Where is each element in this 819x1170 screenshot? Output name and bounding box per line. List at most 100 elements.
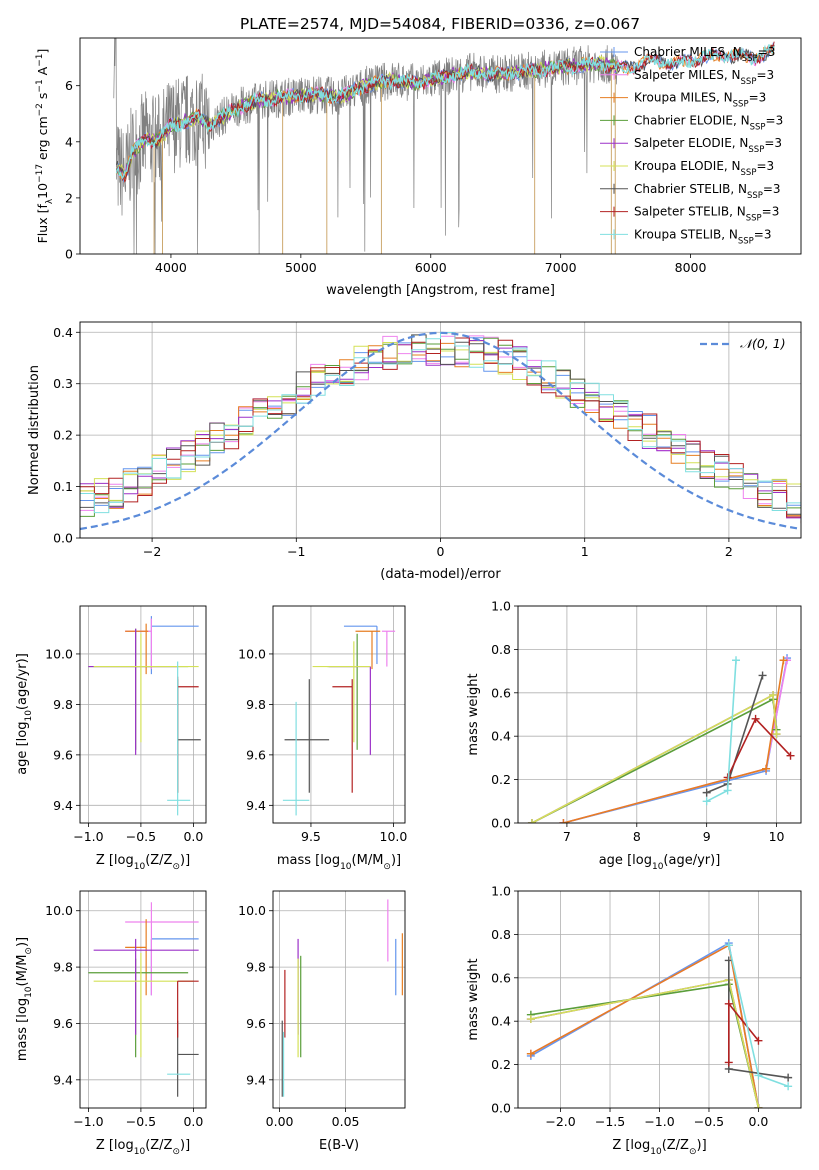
x-tick-label: 5000 [285, 260, 317, 275]
x-axis-label: Z [log10(Z/Z⊙)] [612, 1138, 706, 1157]
y-tick-label: 10.0 [238, 646, 266, 661]
x-tick-label: 4000 [155, 260, 187, 275]
weight-vs-Z-panel: −2.0 −1.5 −1.0 −0.5 0.0 0.0 0.2 0.4 0.6 0.8 1.0 Z [… [466, 884, 802, 1157]
legend-entry: Chabrier MILES, NSSP=3 [634, 45, 775, 64]
weight-marker [724, 941, 733, 950]
weight-marker [751, 714, 760, 723]
x-tick-label: −2 [143, 544, 161, 559]
y-tick-label: 9.4 [246, 1072, 266, 1087]
x-axis-label: (data-model)/error [380, 567, 501, 582]
y-tick-label: 9.8 [246, 960, 266, 975]
legend-entry: Chabrier STELIB, NSSP=3 [634, 182, 781, 201]
weight-line [563, 660, 788, 823]
weight-line [530, 944, 760, 1108]
y-axis-label: mass weight [466, 673, 481, 755]
x-tick-label: 1 [581, 544, 589, 559]
weight-marker [559, 819, 568, 823]
axes-frame [79, 321, 802, 539]
x-tick-label: −0.5 [126, 829, 156, 844]
spectrum-model-salpeter-elodie [115, 56, 619, 173]
y-tick-label: 9.4 [53, 798, 73, 813]
y-tick-label: 9.8 [53, 697, 73, 712]
x-tick-label: 8 [633, 829, 641, 844]
y-tick-label: 10.0 [45, 903, 73, 918]
x-tick-label: 0 [437, 544, 445, 559]
y-axis-label: Normed distribution [27, 365, 42, 495]
weight-marker [772, 730, 781, 739]
y-axis-label: Flux [fλ10−17 erg cm−2 s−1 A−1] [35, 49, 55, 244]
weight-marker [754, 1036, 763, 1045]
weight-marker [784, 1082, 793, 1091]
y-tick-label: 9.4 [246, 798, 266, 813]
weight-vs-age-panel: 7 8 9 10 0.0 0.2 0.4 0.6 0.8 1.0 age [log10(age/yr… [466, 599, 802, 872]
weight-marker [758, 671, 767, 680]
weight-marker [784, 1073, 793, 1082]
weight-line [530, 979, 760, 1108]
weight-marker [754, 1104, 763, 1108]
x-tick-label: −1 [287, 544, 305, 559]
y-tick-label: 0.8 [491, 642, 511, 657]
legend-entry: Salpeter ELODIE, NSSP=3 [634, 136, 782, 155]
y-tick-label: 0.6 [491, 685, 511, 700]
legend-entry: Kroupa STELIB, NSSP=3 [634, 227, 772, 246]
x-tick-label: 0.00 [266, 1114, 294, 1129]
figure-title: PLATE=2574, MJD=54084, FIBERID=0336, z=0… [240, 15, 640, 33]
y-tick-label: 9.6 [246, 1016, 266, 1031]
x-axis-label: E(B-V) [319, 1138, 359, 1153]
weight-line [726, 717, 792, 778]
weight-line [530, 979, 760, 1108]
y-tick-label: 10.0 [45, 646, 73, 661]
x-tick-label: 0.0 [183, 1114, 203, 1129]
weight-marker [786, 751, 795, 760]
x-tick-label: 0.05 [332, 1114, 360, 1129]
y-tick-label: 0.1 [53, 479, 73, 494]
mass-vs-Z-panel: −1.0 −0.5 0.0 9.4 9.6 9.8 10.0 Z [log10(Z/Z⊙)] m… [15, 890, 207, 1157]
legend-entry: Salpeter STELIB, NSSP=3 [634, 205, 779, 224]
y-tick-label: 0.2 [53, 428, 73, 443]
spectrum-model-kroupa-stelib [115, 44, 775, 180]
x-tick-label: −1.0 [73, 1114, 103, 1129]
weight-marker [526, 1015, 535, 1024]
x-tick-label: 8000 [675, 260, 707, 275]
x-tick-label: −2.0 [545, 1114, 575, 1129]
legend-entry: Kroupa ELODIE, NSSP=3 [634, 159, 774, 178]
weight-marker [527, 819, 536, 823]
x-tick-label: 7 [563, 829, 571, 844]
y-tick-label: 9.6 [53, 747, 73, 762]
y-tick-label: 1.0 [491, 599, 511, 614]
x-tick-label: −1.0 [73, 829, 103, 844]
x-tick-label: 10 [769, 829, 785, 844]
weight-line [530, 983, 760, 1108]
y-tick-label: 10.0 [238, 903, 266, 918]
x-tick-label: 0.0 [183, 829, 203, 844]
weight-marker [769, 690, 778, 699]
weight-line [563, 660, 785, 823]
weight-marker [702, 788, 711, 797]
y-tick-label: 0.8 [491, 927, 511, 942]
x-axis-label: wavelength [Angstrom, rest frame] [326, 283, 555, 298]
residuals-panel: −2 −1 0 1 2 0.0 0.1 0.2 0.3 0.4 𝒩(0, 1) (data-model… [27, 321, 802, 582]
y-tick-label: 9.8 [53, 960, 73, 975]
y-tick-label: 0 [65, 247, 73, 262]
weight-marker [526, 1049, 535, 1058]
y-axis-label: age [log10(age/yr)] [15, 653, 34, 775]
weight-line [531, 693, 778, 823]
x-tick-label: −0.5 [126, 1114, 156, 1129]
x-tick-label: 9.5 [301, 829, 321, 844]
histogram-kroupa-stelib [80, 332, 801, 521]
x-tick-label: 6000 [415, 260, 447, 275]
x-axis-label: mass [log10(M/M⊙)] [277, 853, 401, 872]
x-tick-label: 10.0 [380, 829, 408, 844]
y-tick-label: 6 [65, 78, 73, 93]
age-vs-mass-panel: 9.5 10.0 9.4 9.6 9.8 10.0 mass [log10(M/M⊙)] [238, 605, 408, 872]
weight-marker [702, 797, 711, 806]
y-tick-label: 9.6 [246, 747, 266, 762]
weight-marker [724, 1058, 733, 1067]
weight-marker [779, 656, 788, 665]
weight-line [530, 944, 760, 1108]
x-axis-label: Z [log10(Z/Z⊙)] [96, 853, 190, 872]
axes-frame [272, 605, 406, 824]
weight-marker [724, 999, 733, 1008]
weight-line [563, 657, 788, 823]
mass-vs-ebv-panel: 0.00 0.05 9.4 9.6 9.8 10.0 E(B-V) [238, 890, 406, 1153]
